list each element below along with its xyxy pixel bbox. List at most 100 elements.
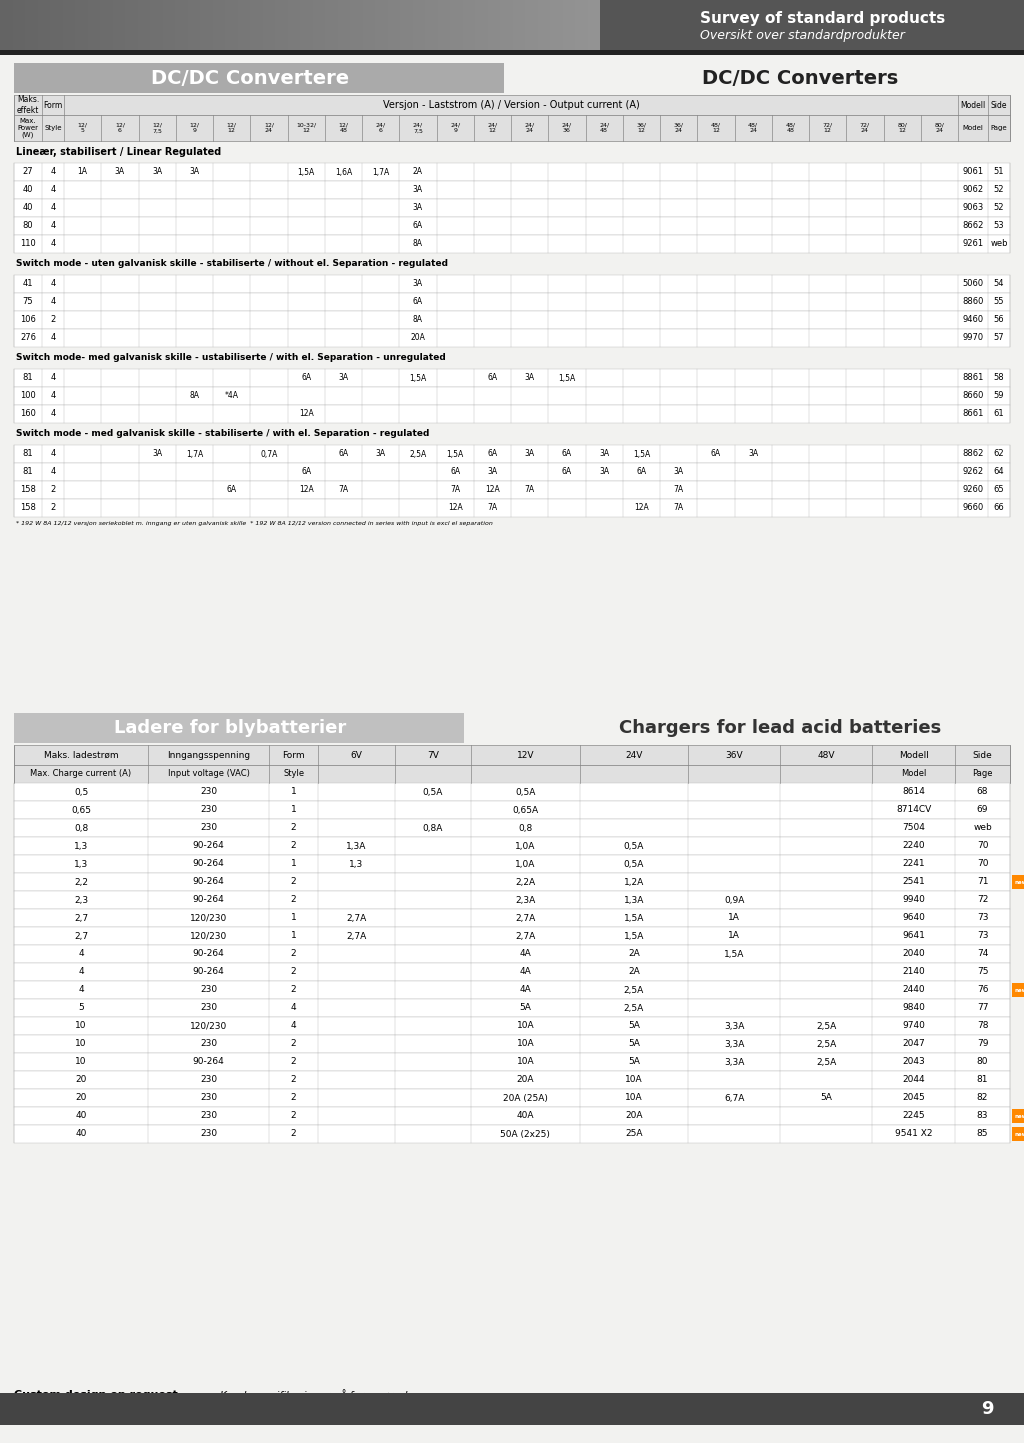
Text: 40: 40 bbox=[23, 203, 33, 212]
Text: 25A: 25A bbox=[626, 1130, 643, 1139]
Text: 7V: 7V bbox=[427, 750, 438, 759]
Text: 8662: 8662 bbox=[963, 221, 984, 231]
Text: 10: 10 bbox=[76, 1058, 87, 1066]
Text: 2: 2 bbox=[50, 316, 55, 325]
Text: Versjon - Laststrom (A) / Version - Output current (A): Versjon - Laststrom (A) / Version - Outp… bbox=[383, 100, 639, 110]
Text: 90-264: 90-264 bbox=[193, 860, 224, 869]
Text: Maks.
effekt: Maks. effekt bbox=[16, 95, 39, 114]
Text: 72/
24: 72/ 24 bbox=[860, 123, 870, 133]
Bar bbox=[14, 1089, 1010, 1107]
Text: Survey of standard products: Survey of standard products bbox=[700, 12, 945, 26]
Text: 83: 83 bbox=[977, 1111, 988, 1121]
Text: 2440: 2440 bbox=[902, 986, 925, 994]
Text: 0,65: 0,65 bbox=[71, 805, 91, 814]
Text: new: new bbox=[1015, 987, 1024, 993]
Text: 7A: 7A bbox=[451, 485, 460, 495]
Text: 20A (25A): 20A (25A) bbox=[503, 1094, 548, 1102]
Text: 1,3A: 1,3A bbox=[624, 896, 644, 905]
Text: 1,5A: 1,5A bbox=[724, 949, 744, 958]
Text: 68: 68 bbox=[977, 788, 988, 797]
Bar bbox=[14, 1017, 1010, 1035]
Bar bbox=[14, 837, 1010, 856]
Text: 80: 80 bbox=[23, 221, 34, 231]
Bar bbox=[14, 765, 1010, 784]
Text: 5: 5 bbox=[78, 1003, 84, 1013]
Bar bbox=[1012, 874, 1024, 889]
Text: 6,7A: 6,7A bbox=[724, 1094, 744, 1102]
Text: 70: 70 bbox=[977, 860, 988, 869]
Text: Side: Side bbox=[991, 101, 1008, 110]
Text: 9062: 9062 bbox=[963, 186, 984, 195]
Text: 10: 10 bbox=[76, 1022, 87, 1030]
Text: 70: 70 bbox=[977, 841, 988, 850]
Text: 110: 110 bbox=[20, 240, 36, 248]
Text: 24/
6: 24/ 6 bbox=[376, 123, 386, 133]
Text: 1,5A: 1,5A bbox=[446, 450, 464, 459]
Bar bbox=[14, 95, 1010, 115]
Bar bbox=[14, 312, 1010, 329]
Text: 75: 75 bbox=[977, 967, 988, 977]
Text: 2: 2 bbox=[291, 824, 297, 833]
Text: 1: 1 bbox=[291, 788, 297, 797]
Text: 5A: 5A bbox=[820, 1094, 833, 1102]
Text: new: new bbox=[1015, 1114, 1024, 1118]
Text: 4: 4 bbox=[78, 986, 84, 994]
Text: 9640: 9640 bbox=[902, 913, 925, 922]
Bar bbox=[14, 999, 1010, 1017]
Text: 24/
24: 24/ 24 bbox=[524, 123, 535, 133]
Text: 80/
12: 80/ 12 bbox=[897, 123, 907, 133]
Text: 90-264: 90-264 bbox=[193, 967, 224, 977]
Text: Model: Model bbox=[963, 126, 983, 131]
Text: 48/
24: 48/ 24 bbox=[749, 123, 758, 133]
Text: 20: 20 bbox=[76, 1094, 87, 1102]
Text: 10-32/
12: 10-32/ 12 bbox=[296, 123, 316, 133]
Text: 24V: 24V bbox=[626, 750, 643, 759]
Text: Kundespesifikasjoner på forespørsel: Kundespesifikasjoner på forespørsel bbox=[220, 1390, 408, 1401]
Text: 4: 4 bbox=[50, 333, 55, 342]
Text: 8A: 8A bbox=[413, 240, 423, 248]
Bar bbox=[14, 1126, 1010, 1143]
Text: 0,5A: 0,5A bbox=[624, 860, 644, 869]
Text: DC/DC Converters: DC/DC Converters bbox=[701, 68, 898, 88]
Text: 230: 230 bbox=[200, 824, 217, 833]
Text: 4: 4 bbox=[50, 391, 55, 401]
Bar bbox=[14, 463, 1010, 481]
Bar bbox=[14, 293, 1010, 312]
Text: 3A: 3A bbox=[376, 450, 386, 459]
Text: 6A: 6A bbox=[487, 450, 498, 459]
Text: 2,7A: 2,7A bbox=[515, 932, 536, 941]
Text: 85: 85 bbox=[977, 1130, 988, 1139]
Text: Chargers for lead acid batteries: Chargers for lead acid batteries bbox=[618, 719, 941, 737]
Text: 3A: 3A bbox=[749, 450, 758, 459]
Text: 6A: 6A bbox=[338, 450, 348, 459]
Text: 106: 106 bbox=[20, 316, 36, 325]
Text: 9460: 9460 bbox=[963, 316, 984, 325]
Text: *4A: *4A bbox=[224, 391, 239, 401]
Text: 120/230: 120/230 bbox=[190, 1022, 227, 1030]
Text: 120/230: 120/230 bbox=[190, 913, 227, 922]
Bar bbox=[14, 444, 1010, 463]
Text: 90-264: 90-264 bbox=[193, 877, 224, 886]
Text: 1,3: 1,3 bbox=[74, 860, 88, 869]
Text: 36/
12: 36/ 12 bbox=[636, 123, 646, 133]
Text: 62: 62 bbox=[993, 450, 1005, 459]
Text: 2: 2 bbox=[291, 1075, 297, 1085]
Text: 40: 40 bbox=[76, 1111, 87, 1121]
Text: 12V: 12V bbox=[517, 750, 535, 759]
Text: 2,5A: 2,5A bbox=[624, 1003, 644, 1013]
Text: Side: Side bbox=[973, 750, 992, 759]
Text: 64: 64 bbox=[993, 468, 1005, 476]
Text: 3A: 3A bbox=[599, 468, 609, 476]
Text: 3A: 3A bbox=[524, 450, 535, 459]
Text: * 192 W 8A 12/12 versjon seriekoblet m. inngang er uten galvanisk skille  * 192 : * 192 W 8A 12/12 versjon seriekoblet m. … bbox=[16, 521, 493, 527]
Text: 2,7: 2,7 bbox=[74, 932, 88, 941]
Bar bbox=[14, 981, 1010, 999]
Text: 74: 74 bbox=[977, 949, 988, 958]
Bar bbox=[14, 1035, 1010, 1053]
Text: Custom design on request: Custom design on request bbox=[14, 1390, 178, 1400]
Text: 54: 54 bbox=[993, 280, 1005, 289]
Text: 65: 65 bbox=[993, 485, 1005, 495]
Bar bbox=[0, 0, 600, 51]
Text: 6A: 6A bbox=[413, 221, 423, 231]
Text: 2,5A: 2,5A bbox=[410, 450, 427, 459]
